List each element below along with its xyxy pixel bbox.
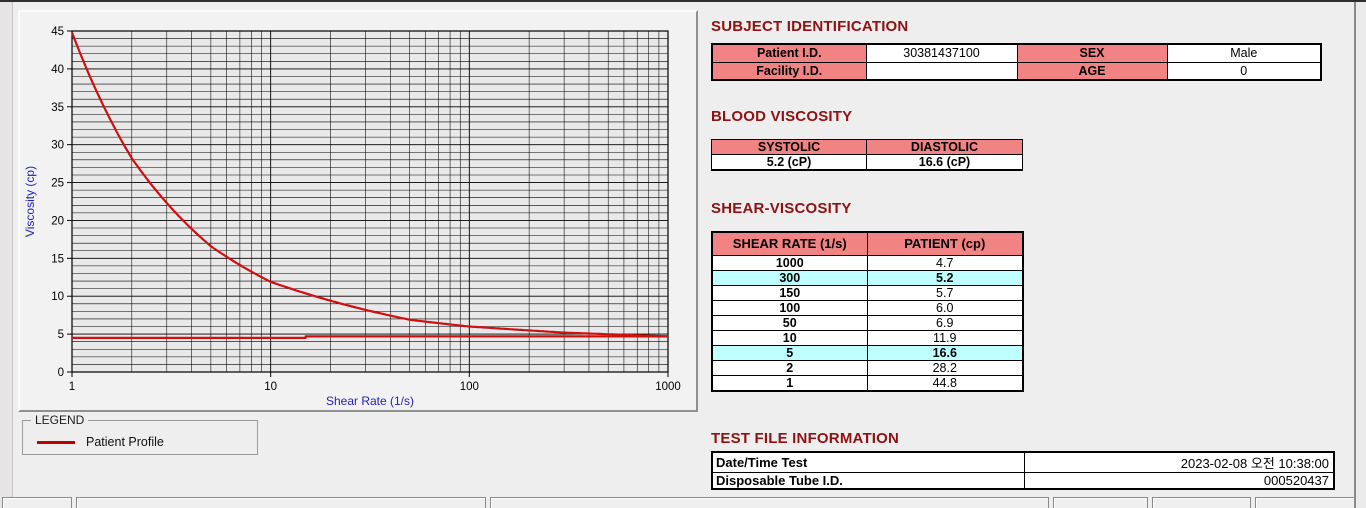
table-row: Date/Time Test 2023-02-08 오전 10:38:00 [711, 451, 1335, 473]
disposable-tube-id-label: Disposable Tube I.D. [711, 472, 1025, 490]
bottom-button-5[interactable] [1152, 497, 1251, 508]
y-tick-label: 30 [51, 140, 64, 152]
subject-identification-table: Patient I.D. 30381437100 SEX Male Facili… [711, 43, 1322, 81]
patient-id-value: 30381437100 [865, 43, 1018, 63]
test-file-information-table: Date/Time Test 2023-02-08 오전 10:38:00 Di… [711, 451, 1335, 490]
shear-row-100: 100 6.0 [711, 299, 1024, 316]
legend-groupbox: LEGEND Patient Profile [22, 413, 258, 455]
sex-label: SEX [1016, 43, 1168, 63]
viscosity-chart-panel: 0 5 10 15 20 25 30 35 40 45 1 10 100 1000 Shear Rate (… [18, 10, 698, 412]
shear-rate-cell: 2 [711, 359, 868, 376]
shear-rate-cell: 300 [711, 269, 868, 286]
y-tick-label: 10 [51, 291, 64, 303]
sex-value: Male [1166, 43, 1322, 63]
shear-row-1000: 1000 4.7 [711, 254, 1024, 271]
patient-cp-cell: 11.9 [866, 329, 1024, 346]
shear-row-2: 2 28.2 [711, 359, 1024, 376]
patient-cp-cell: 6.9 [866, 314, 1024, 331]
age-value: 0 [1166, 61, 1322, 81]
patient-cp-cell: 44.8 [866, 374, 1024, 391]
shear-row-300: 300 5.2 [711, 269, 1024, 286]
legend-entry-label: Patient Profile [86, 435, 164, 449]
patient-cp-cell: 4.7 [866, 254, 1024, 271]
shear-row-1: 1 44.8 [711, 374, 1024, 391]
x-axis-label: Shear Rate (1/s) [326, 394, 414, 408]
facility-id-value [865, 61, 1018, 81]
systolic-value: 5.2 (cP) [711, 154, 867, 171]
shear-row-10: 10 11.9 [711, 329, 1024, 346]
y-tick-label: 35 [51, 102, 64, 114]
patient-cp-cell: 6.0 [866, 299, 1024, 316]
patient-cp-header: PATIENT (cp) [866, 231, 1024, 256]
x-tick-label: 10 [264, 381, 277, 393]
test-file-information-title: TEST FILE INFORMATION [711, 430, 900, 447]
bottom-button-2[interactable] [76, 497, 486, 508]
y-tick-label: 15 [51, 253, 64, 265]
shear-viscosity-table: SHEAR RATE (1/s) PATIENT (cp) 1000 4.7 300… [711, 231, 1024, 392]
plot-frame [71, 30, 669, 373]
shear-rate-cell: 150 [711, 284, 868, 301]
y-tick-label: 25 [51, 178, 64, 190]
y-axis-label: Viscosity (cp) [23, 166, 37, 237]
facility-id-label: Facility I.D. [711, 61, 867, 81]
shear-row-150: 150 5.7 [711, 284, 1024, 301]
date-time-test-value: 2023-02-08 오전 10:38:00 [1023, 451, 1335, 473]
x-tick-label: 1000 [655, 381, 681, 393]
blood-viscosity-table: SYSTOLIC DIASTOLIC 5.2 (cP) 16.6 (cP) [711, 139, 1023, 171]
shear-viscosity-title: SHEAR-VISCOSITY [711, 200, 852, 217]
shear-rate-cell: 50 [711, 314, 868, 331]
patient-cp-cell: 16.6 [866, 344, 1024, 361]
table-row: Facility I.D. AGE 0 [711, 61, 1322, 81]
table-row: Disposable Tube I.D. 000520437 [711, 472, 1335, 490]
shear-rate-header: SHEAR RATE (1/s) [711, 231, 868, 256]
table-row: Patient I.D. 30381437100 SEX Male [711, 43, 1322, 63]
legend-entry: Patient Profile [37, 435, 164, 449]
shear-row-50: 50 6.9 [711, 314, 1024, 331]
subject-identification-title: SUBJECT IDENTIFICATION [711, 18, 909, 35]
y-tick-label: 45 [51, 26, 64, 38]
plot-area [72, 31, 668, 372]
bottom-button-4[interactable] [1053, 497, 1148, 508]
date-time-test-label: Date/Time Test [711, 451, 1025, 473]
patient-id-label: Patient I.D. [711, 43, 867, 63]
diastolic-header: DIASTOLIC [866, 139, 1023, 155]
y-tick-label: 5 [58, 329, 64, 341]
patient-cp-cell: 28.2 [866, 359, 1024, 376]
bottom-button-1[interactable] [2, 497, 72, 508]
window-right-edge [1356, 2, 1366, 508]
x-tick-label: 1 [69, 381, 75, 393]
patient-profile-line-swatch [37, 440, 75, 444]
age-label: AGE [1016, 61, 1168, 81]
table-row: 5.2 (cP) 16.6 (cP) [711, 154, 1023, 171]
shear-rate-cell: 100 [711, 299, 868, 316]
window-left-frame [0, 2, 13, 508]
y-tick-label: 0 [58, 367, 64, 379]
table-header-row: SHEAR RATE (1/s) PATIENT (cp) [711, 231, 1024, 256]
systolic-header: SYSTOLIC [711, 139, 867, 155]
y-tick-label: 40 [51, 64, 64, 76]
x-tick-label: 100 [460, 381, 479, 393]
shear-viscosity-chart: 0 5 10 15 20 25 30 35 40 45 1 10 100 1000 Shear Rate (… [23, 26, 681, 408]
series-baseline [72, 335, 668, 339]
patient-cp-cell: 5.7 [866, 284, 1024, 301]
diastolic-value: 16.6 (cP) [866, 154, 1023, 171]
legend-title: LEGEND [31, 413, 89, 427]
shear-rate-cell: 1000 [711, 254, 868, 271]
disposable-tube-id-value: 000520437 [1023, 472, 1335, 490]
patient-cp-cell: 5.2 [866, 269, 1024, 286]
window-right-frame [1354, 2, 1356, 508]
table-row: SYSTOLIC DIASTOLIC [711, 139, 1023, 155]
shear-rate-cell: 5 [711, 344, 868, 361]
series-patient-profile [70, 32, 669, 338]
bottom-button-6[interactable] [1255, 497, 1356, 508]
shear-row-5: 5 16.6 [711, 344, 1024, 361]
y-tick-label: 20 [51, 215, 64, 227]
blood-viscosity-title: BLOOD VISCOSITY [711, 108, 853, 125]
bottom-button-3[interactable] [490, 497, 1049, 508]
shear-rate-cell: 10 [711, 329, 868, 346]
shear-rate-cell: 1 [711, 374, 868, 391]
